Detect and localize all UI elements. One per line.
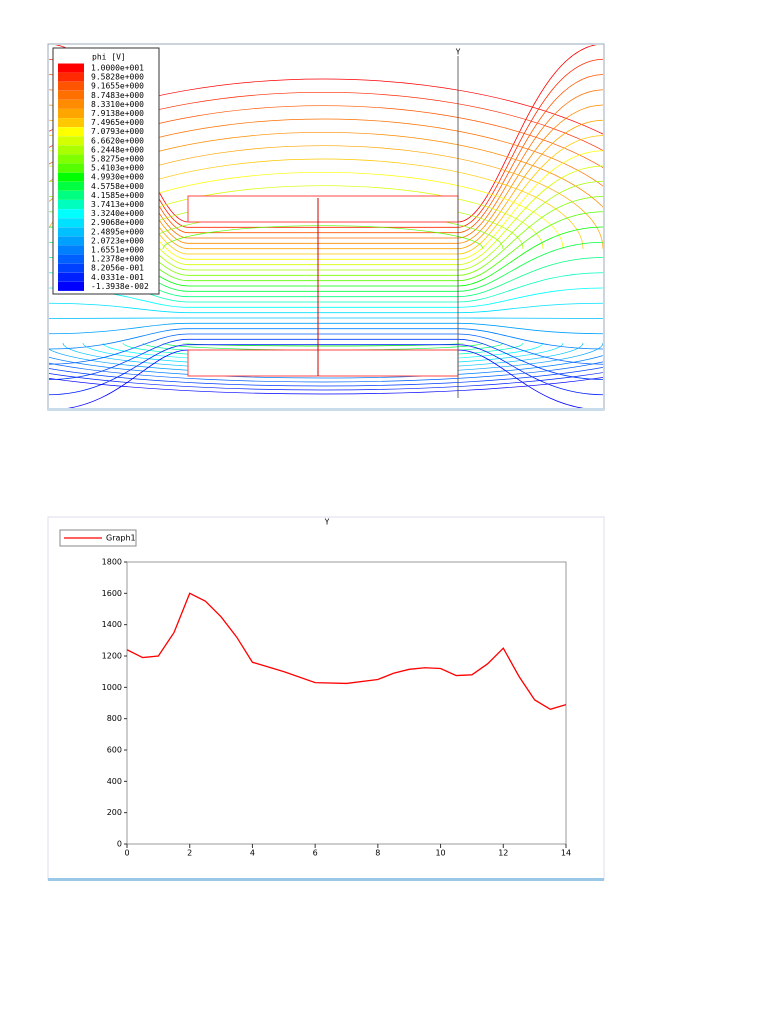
- legend-label: 4.9930e+000: [91, 173, 144, 182]
- contour-line: [49, 338, 603, 380]
- x-tick-label: 6: [313, 849, 318, 858]
- legend-label: 1.6551e+000: [91, 246, 144, 255]
- legend-swatch: [58, 81, 84, 91]
- contour-line: [49, 328, 603, 350]
- plot-area: [126, 561, 567, 845]
- legend-label: 4.1585e+000: [91, 191, 144, 200]
- axis-label: Y: [456, 48, 461, 57]
- legend-label: 1.0000e+001: [91, 64, 144, 73]
- y-tick-label: 200: [107, 808, 122, 817]
- legend-swatch: [58, 190, 84, 200]
- x-tick-label: 14: [561, 849, 571, 858]
- legend-title: phi [V]: [92, 53, 126, 62]
- legend-label: 5.4103e+000: [91, 164, 144, 173]
- legend-swatch: [58, 245, 84, 255]
- legend-swatch: [58, 263, 84, 273]
- x-tick-label: 2: [187, 849, 192, 858]
- contour-arc: [49, 366, 603, 387]
- x-tick-label: 0: [124, 849, 129, 858]
- legend-label: 4.5758e+000: [91, 182, 144, 191]
- contour-arc: [49, 105, 603, 169]
- contour-line: [49, 333, 603, 365]
- x-tick-label: 10: [435, 849, 445, 858]
- contour-arc: [49, 361, 603, 383]
- legend-swatch: [58, 145, 84, 155]
- legend-label: 8.7483e+000: [91, 91, 144, 100]
- legend-swatch: [58, 127, 84, 137]
- x-tick-label: 8: [375, 849, 380, 858]
- contour-arc: [49, 372, 603, 391]
- legend-swatch: [58, 272, 84, 282]
- legend-swatch: [58, 254, 84, 264]
- contour-bottom-bar: [48, 408, 604, 411]
- legend-swatch: [58, 200, 84, 209]
- y-tick-label: 800: [107, 714, 122, 723]
- legend-label: 8.2056e-001: [91, 264, 144, 273]
- legend-label: 3.3240e+000: [91, 209, 144, 218]
- legend-swatch: [58, 209, 84, 219]
- contour-arc: [49, 355, 603, 379]
- legend-swatch: [58, 118, 84, 128]
- legend-label: 7.4965e+000: [91, 118, 144, 127]
- legend-swatch: [58, 72, 84, 82]
- legend-swatch: [58, 163, 84, 173]
- legend-label: 1.2378e+000: [91, 255, 144, 264]
- y-tick-label: 600: [107, 746, 122, 755]
- legend-label: 9.1655e+000: [91, 82, 144, 91]
- graph-bottom-bar: [48, 878, 604, 881]
- legend-label: Graph1: [106, 534, 136, 543]
- contour-arc: [49, 91, 603, 151]
- legend-swatch: [58, 181, 84, 191]
- legend-label: 9.5828e+000: [91, 73, 144, 82]
- legend-swatch: [58, 109, 84, 118]
- legend-label: 2.0723e+000: [91, 236, 144, 245]
- legend-label: 3.7413e+000: [91, 200, 144, 209]
- legend-label: 6.2448e+000: [91, 145, 144, 154]
- contour-arc: [162, 225, 484, 250]
- contour-plot: [49, 45, 603, 408]
- y-tick-label: 1600: [102, 589, 122, 598]
- legend-label: 4.0331e-001: [91, 273, 144, 282]
- legend-swatch: [58, 172, 84, 182]
- legend-label: 5.8275e+000: [91, 155, 144, 164]
- y-tick-label: 1400: [102, 620, 122, 629]
- legend-label: 8.3310e+000: [91, 100, 144, 109]
- legend-label: 7.0793e+000: [91, 127, 144, 136]
- y-tick-label: 1800: [102, 558, 122, 567]
- legend-swatch: [58, 90, 84, 100]
- legend-swatch: [58, 218, 84, 228]
- plate-top: [187, 195, 459, 223]
- chart-title: Y: [325, 518, 330, 527]
- legend-label: 2.4895e+000: [91, 227, 144, 236]
- legend-swatch: [58, 227, 84, 237]
- y-tick-label: 400: [107, 777, 122, 786]
- x-tick-label: 12: [498, 849, 508, 858]
- plate-bottom: [187, 349, 459, 377]
- legend-label: 6.6620e+000: [91, 136, 144, 145]
- legend-swatch: [58, 136, 84, 146]
- legend-label: 7.9138e+000: [91, 109, 144, 118]
- legend-swatch: [58, 236, 84, 246]
- legend-swatch: [58, 99, 84, 109]
- y-tick-label: 0: [117, 840, 122, 849]
- legend-label: 2.9068e+000: [91, 218, 144, 227]
- legend-swatch: [58, 63, 84, 73]
- legend-label: -1.3938e-002: [91, 282, 149, 291]
- y-tick-label: 1000: [102, 683, 122, 692]
- line-series: [126, 592, 567, 710]
- contour-arc: [49, 377, 603, 395]
- legend-swatch: [58, 281, 84, 291]
- contour-arc: [49, 118, 603, 187]
- contour-arc: [49, 78, 603, 135]
- legend-swatch: [58, 154, 84, 164]
- x-tick-label: 4: [250, 849, 255, 858]
- y-tick-label: 1200: [102, 652, 122, 661]
